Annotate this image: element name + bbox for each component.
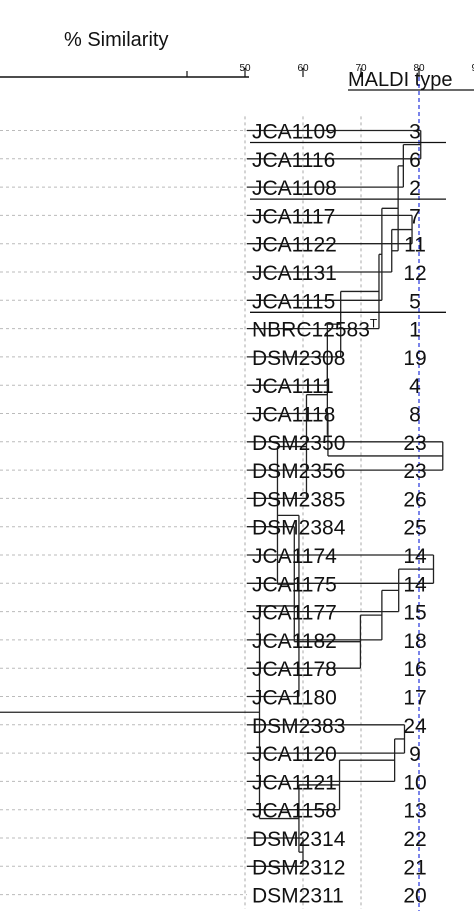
maldi-type-value: 15: [403, 602, 426, 625]
maldi-type-labels: 3 6 2 7 11 12 5 1 19 4 8 23 23 26 25 14 14 15 18 16 17 24 9 10 1…: [403, 121, 427, 908]
maldi-type-value: 14: [403, 545, 427, 568]
maldi-type-value: 17: [403, 687, 426, 710]
strain-label: JCA1180: [252, 687, 337, 710]
axis-tick-label: 90: [471, 63, 474, 74]
maldi-type-value: 22: [403, 828, 426, 851]
maldi-type-value: 1: [409, 319, 421, 342]
maldi-type-value: 9: [409, 743, 421, 766]
maldi-type-value: 13: [403, 800, 426, 823]
figure-title: % Similarity: [64, 29, 168, 51]
maldi-type-value: 16: [403, 658, 426, 681]
strain-label: DSM2383: [252, 715, 345, 738]
strain-label: JCA1178: [252, 658, 337, 681]
maldi-type-value: 26: [403, 488, 426, 511]
strain-label: JCA1116: [252, 149, 335, 172]
strain-label: JCA1118: [252, 404, 335, 427]
strain-label: JCA1109: [252, 121, 337, 144]
maldi-type-value: 21: [403, 856, 426, 879]
strain-label: JCA1111: [252, 375, 334, 398]
strain-label: DSM2350: [252, 432, 345, 455]
type-strain-superscript: T: [370, 317, 378, 331]
strain-label: JCA1120: [252, 743, 337, 766]
maldi-type-value: 11: [404, 234, 426, 257]
strain-label: JCA1175: [252, 573, 337, 596]
strain-label: NBRC12583T: [252, 317, 378, 342]
maldi-type-value: 10: [403, 771, 426, 794]
strain-label: DSM2312: [252, 856, 345, 879]
strain-label: JCA1158: [252, 800, 337, 823]
strain-label: DSM2308: [252, 347, 345, 370]
maldi-type-value: 24: [403, 715, 427, 738]
axis-tick-label: 80: [413, 63, 425, 74]
group-separators: [250, 89, 474, 313]
maldi-type-value: 6: [409, 149, 421, 172]
strain-label: DSM2314: [252, 828, 346, 851]
strain-label: JCA1177: [252, 602, 337, 625]
strain-label: JCA1121: [252, 771, 337, 794]
strain-label: DSM2311: [252, 885, 344, 908]
strain-label: JCA1122: [252, 234, 337, 257]
maldi-type-value: 4: [409, 375, 421, 398]
maldi-type-value: 12: [403, 262, 426, 285]
maldi-type-value: 23: [403, 460, 426, 483]
maldi-type-value: 14: [403, 573, 427, 596]
strain-label: DSM2384: [252, 517, 346, 540]
maldi-type-header: MALDI type: [348, 69, 452, 91]
strain-label: JCA1108: [252, 177, 337, 200]
maldi-type-value: 3: [409, 121, 421, 144]
strain-label: DSM2356: [252, 460, 345, 483]
maldi-type-value: 18: [403, 630, 426, 653]
axis-tick-label: 50: [239, 63, 251, 74]
axis-tick-label: 70: [355, 63, 367, 74]
maldi-type-value: 8: [409, 404, 421, 427]
axis-tick-label: 60: [297, 63, 309, 74]
strain-label: JCA1117: [252, 205, 335, 228]
maldi-type-value: 19: [403, 347, 426, 370]
maldi-type-value: 20: [403, 885, 426, 908]
strain-label: JCA1131: [252, 262, 337, 285]
similarity-axis: 50 60 70 80 90: [0, 63, 474, 78]
strain-label: DSM2385: [252, 488, 345, 511]
strain-labels: JCA1109 JCA1116 JCA1108 JCA1117 JCA1122 JCA11…: [252, 121, 378, 908]
maldi-type-value: 25: [403, 517, 426, 540]
strain-label: JCA1174: [252, 545, 337, 568]
dendrogram-branches: [0, 129, 444, 867]
strain-label: JCA1115: [252, 290, 335, 313]
maldi-type-value: 2: [409, 177, 421, 200]
maldi-type-value: 5: [409, 290, 421, 313]
maldi-type-value: 7: [409, 205, 421, 228]
maldi-type-value: 23: [403, 432, 426, 455]
grid-lines: [0, 116, 362, 909]
strain-label: JCA1182: [252, 630, 337, 653]
